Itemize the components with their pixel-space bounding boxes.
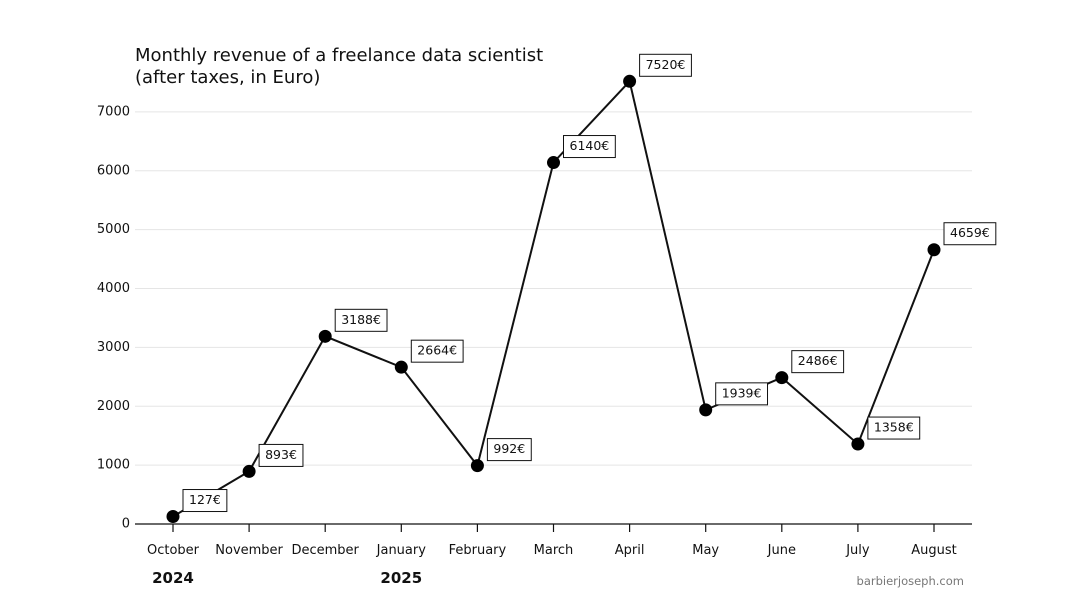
data-point [775,371,789,385]
x-tick-label: November [215,543,283,558]
data-label-text: 127€ [189,492,221,507]
y-tick-label: 2000 [97,399,130,414]
data-label-box [715,382,769,406]
y-tick-label: 0 [122,517,130,532]
data-point [927,243,941,257]
gridlines [135,111,972,466]
data-point [166,510,180,524]
data-label-text: 992€ [493,441,525,456]
data-point [394,360,408,374]
data-label-text: 2486€ [798,353,838,368]
data-label: 4659€ [943,222,997,246]
data-label-box [486,438,532,462]
data-label-box [867,416,921,440]
data-point [547,156,560,170]
data-label-text: 6140€ [570,138,610,153]
data-label: 2486€ [791,350,845,374]
data-label: 1939€ [715,382,769,406]
chart-title-line-2: (after taxes, in Euro) [135,67,320,88]
x-tick-label: April [615,543,645,558]
data-label-text: 1358€ [874,420,914,435]
data-label-text: 3188€ [341,312,381,327]
data-label-box [563,135,616,159]
data-label-box [639,53,692,77]
data-label-text: 1939€ [722,385,762,400]
data-point [242,464,256,478]
data-label: 893€ [258,443,304,467]
x-tick-label: June [767,543,796,558]
y-tick-label: 1000 [97,458,130,473]
axes: 0 1000 2000 3000 4000 5000 6000 7000 October Nove… [97,104,972,587]
y-tick-label: 5000 [97,222,130,237]
data-label: 1358€ [867,416,921,440]
data-label-box [182,489,228,513]
x-tick-label: February [449,543,507,558]
x-tick-label: January [376,543,427,558]
data-point [851,437,865,451]
data-label: 127€ [182,489,228,513]
data-label-box [334,308,388,332]
data-label: 3188€ [334,308,388,332]
y-tick-label: 3000 [97,340,130,355]
y-tick-label: 7000 [97,104,130,119]
x-tick-label: December [291,543,359,558]
data-point [318,329,332,343]
data-label-text: 2664€ [417,343,457,358]
x-tick-label: October [147,543,200,558]
year-label: 2025 [380,569,422,587]
credit-text: barbierjoseph.com [857,574,964,588]
data-label-text: 893€ [265,447,297,462]
data-label-box [943,222,997,246]
year-label: 2024 [152,569,194,587]
data-label-text: 7520€ [646,57,686,72]
x-tick-label: August [911,543,957,558]
data-label-box [258,443,304,467]
data-label-box [410,339,464,363]
data-label: 6140€ [563,135,616,159]
data-label-text: 4659€ [950,225,990,240]
data-labels: 127€ 893€ 3188€ 2664€ 992€ 6140€ 7520€ 1939€ 248… [182,53,997,513]
chart-title-line-1: Monthly revenue of a freelance data scie… [135,45,543,66]
data-label: 992€ [486,438,532,462]
y-tick-label: 6000 [97,163,130,178]
data-points [166,74,941,524]
data-label: 2664€ [410,339,464,363]
data-point [470,459,484,473]
data-label: 7520€ [639,53,692,77]
data-point [699,403,713,417]
x-tick-label: March [534,543,574,558]
x-tick-label: July [845,543,870,558]
x-tick-label: May [692,543,719,558]
y-tick-label: 4000 [97,281,130,296]
data-point [623,74,637,88]
data-label-box [791,350,845,374]
